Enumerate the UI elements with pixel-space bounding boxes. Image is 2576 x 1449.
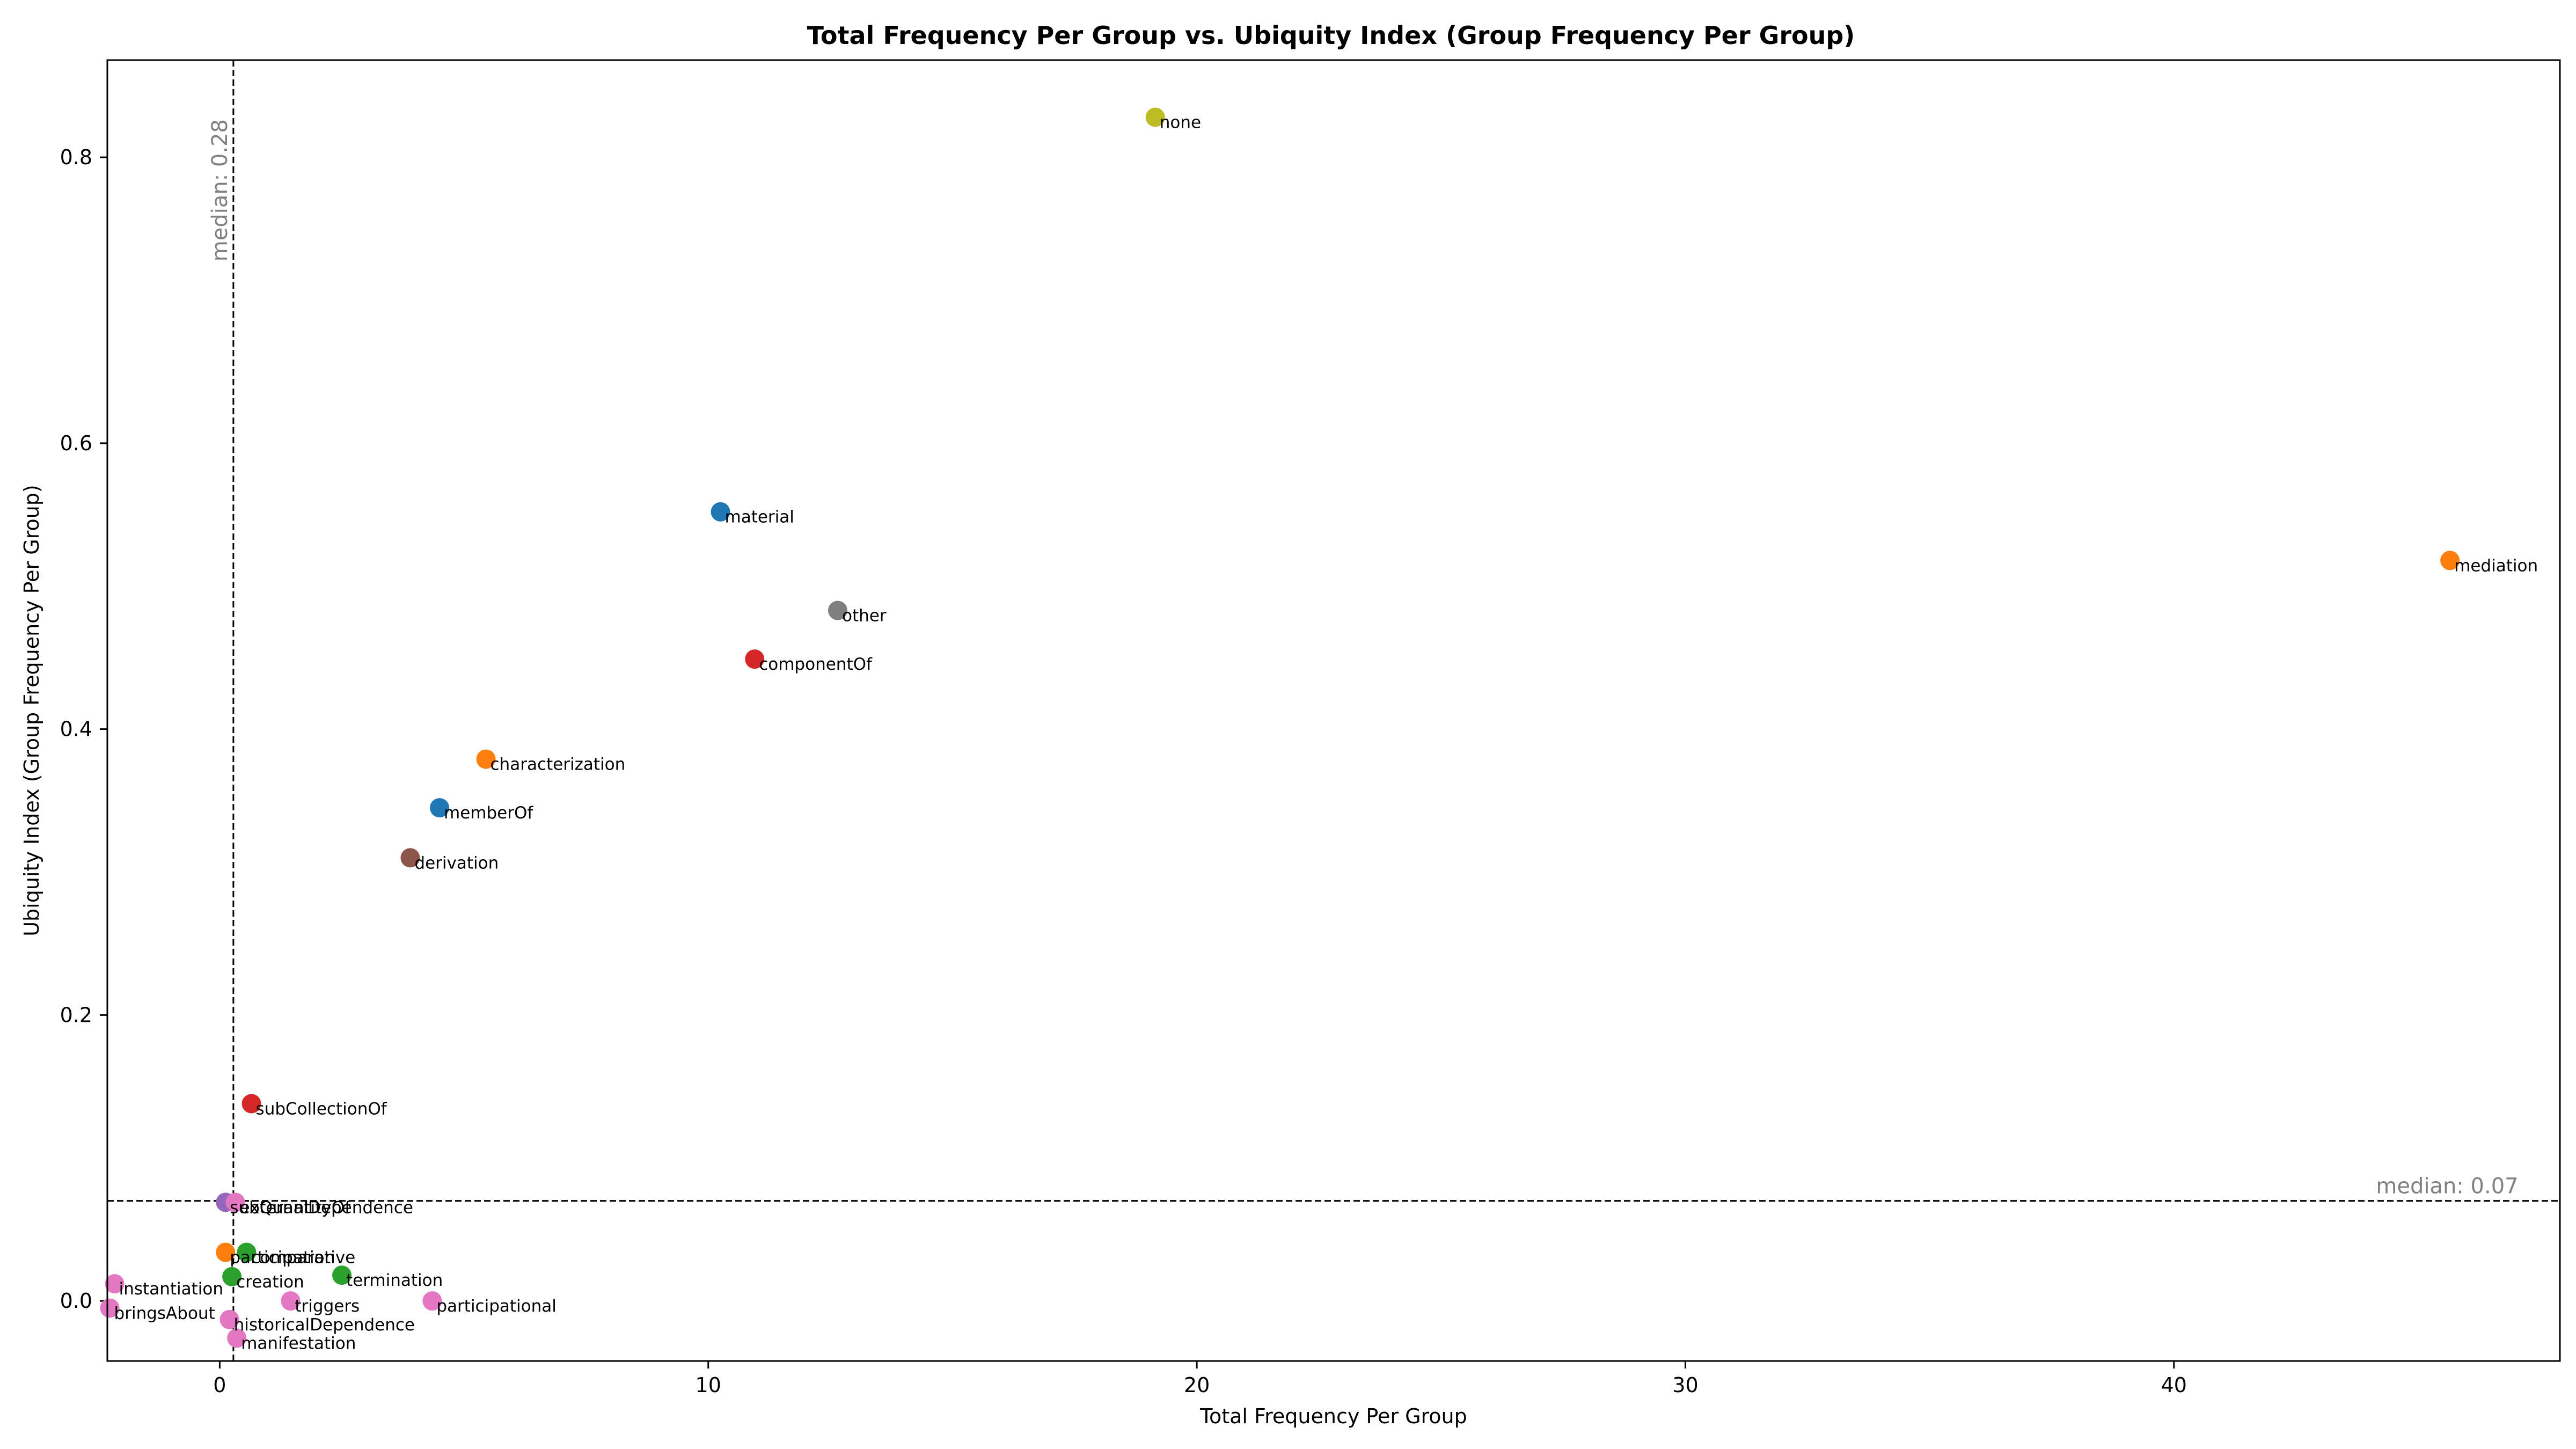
median-lines: median: 0.28 median: 0.07 xyxy=(107,60,2560,1361)
data-point xyxy=(430,798,450,818)
data-point-label: characterization xyxy=(491,755,626,774)
x-tick-label: 10 xyxy=(696,1373,721,1397)
median-x-label: median: 0.28 xyxy=(208,119,232,261)
x-axis-label: Total Frequency Per Group xyxy=(1199,1404,1467,1428)
data-point-label: material xyxy=(725,508,794,527)
x-tick-label: 30 xyxy=(1672,1373,1698,1397)
chart-title: Total Frequency Per Group vs. Ubiquity I… xyxy=(807,21,1855,50)
data-points xyxy=(100,107,2460,1348)
data-point-label: none xyxy=(1160,113,1201,133)
data-point xyxy=(281,1291,301,1311)
y-tick-label: 0.0 xyxy=(60,1289,92,1313)
data-point-label: triggers xyxy=(295,1297,360,1316)
data-point-label: participational xyxy=(436,1297,557,1316)
data-point xyxy=(105,1274,125,1294)
data-point-label: mediation xyxy=(2454,556,2538,575)
y-tick-label: 0.4 xyxy=(60,718,92,741)
data-point xyxy=(241,1094,261,1114)
data-point xyxy=(225,1192,245,1212)
y-tick-label: 0.6 xyxy=(60,431,92,455)
data-point xyxy=(828,601,847,620)
x-tick-label: 40 xyxy=(2161,1373,2187,1397)
data-point-label: historicalDependence xyxy=(234,1315,415,1335)
data-point-label: derivation xyxy=(414,853,499,873)
y-tick-label: 0.8 xyxy=(60,145,92,169)
data-point xyxy=(216,1242,236,1262)
data-point-label: subCollectionOf xyxy=(256,1100,387,1119)
data-point-label: creation xyxy=(236,1272,304,1292)
data-point xyxy=(219,1309,239,1329)
data-point-label: manifestation xyxy=(241,1334,356,1353)
x-tick-label: 20 xyxy=(1184,1373,1210,1397)
data-point xyxy=(2440,551,2460,570)
data-point xyxy=(745,649,765,669)
data-point xyxy=(222,1267,242,1286)
data-point-label: participation xyxy=(230,1248,335,1268)
data-point-label: subQuantityOf xyxy=(230,1198,351,1217)
data-point-label: bringsAbout xyxy=(114,1304,215,1323)
data-point xyxy=(476,749,496,769)
data-point-label: instantiation xyxy=(119,1279,223,1299)
data-point-label: externalDependence xyxy=(240,1198,413,1217)
median-y-label: median: 0.07 xyxy=(2376,1174,2518,1199)
data-point xyxy=(400,848,420,868)
y-axis-label: Ubiquity Index (Group Frequency Per Grou… xyxy=(20,485,43,936)
data-point-label: componentOf xyxy=(759,655,873,674)
data-point xyxy=(422,1291,442,1311)
data-point-label: comparative xyxy=(251,1248,355,1268)
y-tick-label: 0.2 xyxy=(60,1003,92,1027)
data-point-label: termination xyxy=(346,1271,443,1290)
point-labels: none mediation material other componentOf cha… xyxy=(114,113,2538,1353)
data-point xyxy=(711,502,730,522)
data-point-label: memberOf xyxy=(444,803,533,823)
axis-ticks: 0 10 20 30 40 0.0 0.2 0.4 0.6 0.8 xyxy=(60,145,2187,1397)
data-point xyxy=(332,1265,352,1285)
data-point xyxy=(100,1298,120,1318)
data-point-label: other xyxy=(842,606,887,626)
x-tick-label: 0 xyxy=(213,1373,226,1397)
plot-area-frame xyxy=(106,59,2561,1362)
data-point xyxy=(227,1328,247,1348)
data-point xyxy=(237,1242,257,1262)
data-point xyxy=(1145,107,1165,127)
